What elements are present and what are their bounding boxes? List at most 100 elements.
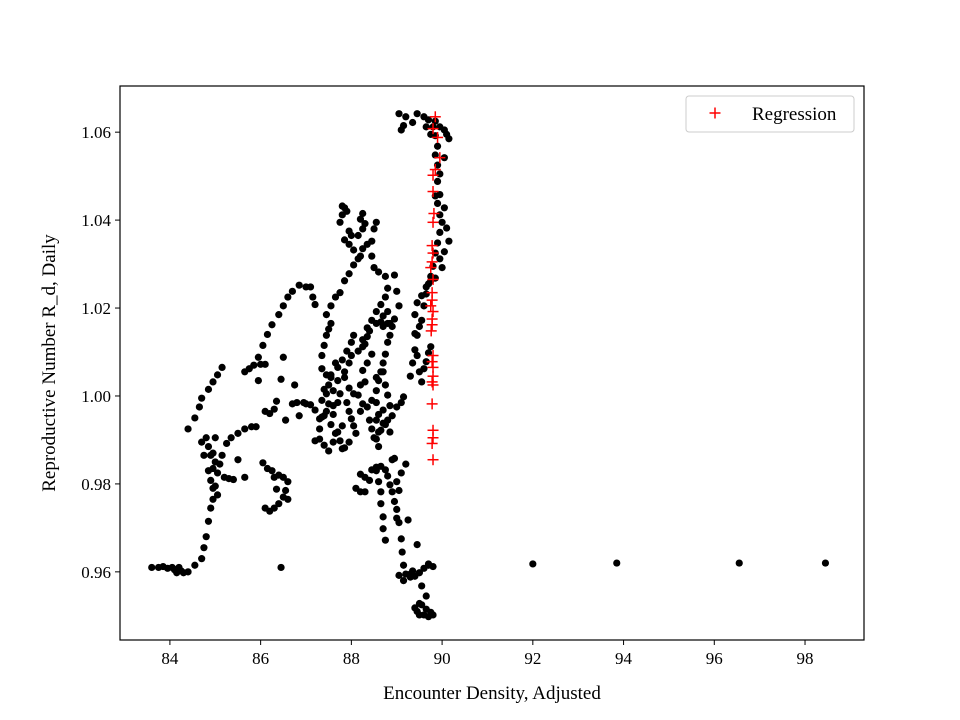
data-point bbox=[354, 231, 362, 240]
data-point bbox=[399, 561, 408, 569]
data-point bbox=[311, 300, 319, 309]
data-point bbox=[291, 381, 299, 389]
x-tick-label: 90 bbox=[434, 649, 451, 668]
regression-point bbox=[427, 454, 439, 466]
data-point bbox=[386, 402, 394, 410]
regression-point bbox=[427, 123, 439, 135]
data-point bbox=[420, 113, 428, 121]
data-point bbox=[381, 466, 389, 474]
data-point bbox=[356, 215, 365, 223]
y-tick-label: 1.02 bbox=[81, 299, 111, 318]
data-point bbox=[418, 316, 426, 324]
data-point bbox=[390, 497, 399, 506]
data-point bbox=[211, 458, 219, 466]
data-point bbox=[318, 365, 326, 373]
data-point bbox=[191, 561, 199, 569]
data-point bbox=[259, 341, 267, 350]
regression-point bbox=[426, 240, 438, 252]
data-point bbox=[272, 397, 281, 405]
data-point bbox=[318, 351, 326, 360]
x-tick-label: 98 bbox=[797, 649, 814, 668]
data-point bbox=[268, 467, 276, 475]
data-point bbox=[393, 514, 401, 522]
data-point bbox=[343, 207, 351, 215]
data-point bbox=[397, 469, 405, 477]
data-point bbox=[207, 504, 215, 512]
data-point bbox=[374, 478, 383, 486]
data-point bbox=[374, 428, 383, 436]
data-point bbox=[386, 428, 394, 436]
plot-frame bbox=[119, 85, 865, 641]
regression-point bbox=[427, 216, 439, 228]
data-point bbox=[295, 281, 303, 289]
data-point bbox=[388, 412, 396, 420]
data-point bbox=[309, 293, 317, 301]
data-point bbox=[399, 577, 408, 585]
data-point bbox=[279, 302, 287, 310]
data-point bbox=[415, 599, 424, 608]
data-point bbox=[420, 302, 428, 310]
data-point bbox=[261, 360, 269, 368]
x-axis-ticks: 84 86 88 90 92 94 96 98 bbox=[161, 640, 814, 668]
data-point bbox=[272, 485, 281, 493]
data-point bbox=[347, 351, 355, 360]
data-point bbox=[433, 142, 442, 150]
data-point bbox=[327, 302, 335, 310]
data-point bbox=[402, 113, 410, 121]
data-point bbox=[359, 366, 367, 375]
data-point bbox=[316, 435, 324, 443]
data-point bbox=[415, 569, 424, 577]
regression-point bbox=[434, 152, 446, 164]
data-point bbox=[409, 359, 417, 367]
data-point bbox=[379, 406, 387, 414]
regression-point bbox=[426, 437, 438, 449]
data-point bbox=[359, 343, 367, 351]
data-point bbox=[261, 407, 269, 415]
data-point bbox=[413, 110, 421, 118]
y-tick-label: 0.98 bbox=[81, 475, 111, 494]
data-point bbox=[398, 548, 406, 556]
data-point bbox=[202, 533, 210, 541]
y-tick-label: 1.06 bbox=[81, 123, 111, 142]
data-point bbox=[331, 429, 340, 437]
data-point bbox=[433, 199, 442, 207]
x-axis-label: Encounter Density, Adjusted bbox=[383, 683, 601, 704]
regression-point bbox=[425, 262, 437, 274]
regression-point bbox=[428, 208, 440, 220]
data-point bbox=[202, 434, 210, 442]
data-point bbox=[372, 373, 380, 382]
regression-point bbox=[427, 350, 439, 362]
data-point bbox=[343, 347, 351, 355]
regression-point bbox=[427, 432, 439, 444]
data-point bbox=[413, 540, 421, 549]
data-point bbox=[184, 425, 192, 433]
data-point bbox=[374, 410, 383, 419]
data-point bbox=[433, 239, 442, 247]
data-point bbox=[368, 252, 376, 260]
legend-box bbox=[685, 95, 855, 133]
data-point bbox=[322, 331, 331, 339]
data-point bbox=[325, 447, 333, 455]
data-point bbox=[379, 525, 387, 533]
data-point bbox=[384, 284, 392, 292]
data-point bbox=[347, 415, 355, 423]
data-point bbox=[377, 300, 385, 309]
data-point bbox=[329, 438, 337, 446]
data-point bbox=[234, 456, 242, 464]
data-point bbox=[397, 535, 405, 543]
data-point bbox=[277, 375, 285, 383]
y-tick-label: 0.96 bbox=[81, 563, 111, 582]
data-point bbox=[735, 559, 743, 567]
data-point bbox=[438, 218, 446, 226]
data-point bbox=[279, 473, 287, 481]
data-point bbox=[213, 491, 222, 499]
data-point bbox=[207, 476, 215, 484]
regression-point bbox=[429, 111, 441, 123]
data-point bbox=[361, 220, 369, 228]
data-point bbox=[420, 365, 428, 373]
data-point bbox=[427, 343, 435, 351]
data-point bbox=[198, 394, 206, 402]
data-point bbox=[390, 271, 399, 279]
data-point bbox=[372, 387, 380, 395]
